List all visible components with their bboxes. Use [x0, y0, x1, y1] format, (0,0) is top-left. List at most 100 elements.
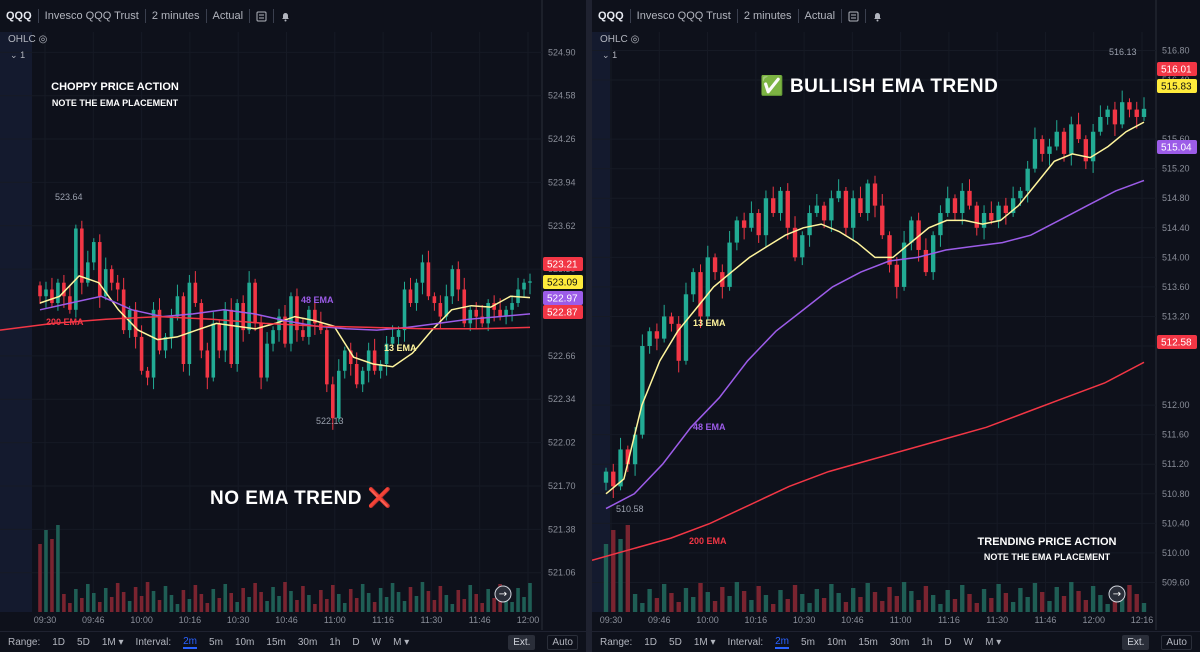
volume-bar [647, 589, 652, 612]
candle-body [858, 198, 863, 214]
interval-w[interactable]: W [371, 636, 382, 648]
volume-bar [462, 599, 467, 612]
range-5d[interactable]: 5D [669, 636, 682, 648]
pane-toggle[interactable]: ⌄ 1 [10, 50, 25, 61]
candle-body [414, 282, 419, 304]
interval-label[interactable]: 2 minutes [743, 10, 792, 22]
interval-1h[interactable]: 1h [329, 636, 341, 648]
volume-bar [720, 587, 725, 612]
candle-body [661, 316, 667, 339]
interval-10m[interactable]: 10m [234, 636, 255, 648]
interval-10m[interactable]: 10m [826, 636, 847, 648]
eye-icon[interactable]: ◎ [38, 34, 48, 45]
volume-bar [836, 593, 841, 612]
interval-d[interactable]: D [944, 636, 952, 648]
auto-scale-button[interactable]: Auto [547, 634, 578, 650]
calculator-icon[interactable] [848, 11, 859, 22]
volume-bar [603, 544, 609, 612]
volume-bar [211, 589, 216, 612]
volume-bar [967, 594, 972, 612]
candle-body [1032, 139, 1038, 169]
volume-bar [712, 601, 718, 612]
symbol[interactable]: QQQ [6, 10, 32, 22]
interval-w[interactable]: W [963, 636, 974, 648]
candle-body [1018, 190, 1023, 199]
eye-icon[interactable]: ◎ [630, 34, 640, 45]
candle-body [996, 205, 1001, 221]
ema-label-slow: 200 EMA [689, 536, 727, 546]
interval-5m[interactable]: 5m [209, 636, 223, 648]
interval-2m[interactable]: 2m [775, 635, 790, 649]
candle-body [528, 281, 532, 283]
interval-m[interactable]: M ▾ [985, 636, 1002, 648]
volume-bar [307, 595, 311, 612]
y-tick-label: 514.40 [1162, 223, 1190, 233]
interval-d[interactable]: D [352, 636, 360, 648]
range-1d[interactable]: 1D [52, 636, 66, 648]
candle-body [169, 316, 174, 337]
ohlc-legend[interactable]: OHLC ◎ [8, 34, 47, 45]
bell-icon[interactable] [872, 11, 883, 22]
pane-toggle[interactable]: ⌄ 1 [602, 50, 617, 61]
y-tick-label: 524.90 [548, 47, 576, 57]
candle-body [654, 331, 660, 339]
right-chart-canvas[interactable]: 516.80516.40515.60515.20514.80514.40514.… [592, 0, 1200, 652]
interval-label[interactable]: 2 minutes [151, 10, 200, 22]
candle-body [390, 336, 395, 344]
candle-body [865, 183, 870, 214]
x-tick-label: 12:00 [1082, 615, 1105, 625]
ohlc-legend[interactable]: OHLC ◎ [600, 34, 639, 45]
candle-body [691, 272, 696, 295]
price-badge-label: 523.09 [547, 278, 578, 289]
candle-body [331, 384, 335, 419]
interval-1h[interactable]: 1h [921, 636, 933, 648]
volume-bar [522, 597, 526, 612]
interval-15m[interactable]: 15m [266, 636, 286, 648]
candle-body [229, 309, 234, 365]
range-1m[interactable]: 1M ▾ [693, 636, 716, 648]
extended-hours-button[interactable]: Ext. [508, 634, 536, 650]
interval-5m[interactable]: 5m [801, 636, 815, 648]
volume-bar [1047, 601, 1052, 612]
extended-hours-button[interactable]: Ext. [1122, 634, 1150, 650]
candle-body [909, 220, 914, 243]
volume-bar [378, 588, 383, 612]
range-1d[interactable]: 1D [644, 636, 658, 648]
verdict-text: NO EMA TREND [210, 488, 363, 509]
volume-bar [705, 592, 710, 612]
volume-bar [426, 591, 431, 612]
volume-bar [169, 595, 174, 612]
auto-scale-button[interactable]: Auto [1161, 634, 1192, 650]
volume-bar [785, 599, 790, 612]
left-chart-canvas[interactable]: 524.90524.58524.26523.94523.62523.30522.… [0, 0, 586, 652]
price-badge-label: 515.83 [1161, 82, 1192, 93]
candle-body [916, 220, 921, 250]
interval-2m[interactable]: 2m [183, 635, 198, 649]
range-1m[interactable]: 1M ▾ [101, 636, 124, 648]
x-tick-label: 10:30 [227, 615, 250, 625]
volume-bar [187, 599, 192, 612]
interval-15m[interactable]: 15m [858, 636, 878, 648]
calculator-icon[interactable] [256, 11, 267, 22]
ema-200-line [0, 315, 531, 331]
volume-bar [86, 584, 90, 612]
interval-m[interactable]: M ▾ [393, 636, 410, 648]
candle-body [378, 364, 383, 371]
symbol[interactable]: QQQ [598, 10, 624, 22]
candle-body [1047, 146, 1052, 154]
volume-bar [115, 583, 120, 612]
range-5d[interactable]: 5D [77, 636, 90, 648]
volume-bar [145, 582, 150, 612]
x-tick-label: 10:16 [179, 615, 202, 625]
volume-bar [504, 593, 508, 612]
volume-bar [217, 598, 222, 612]
interval-30m[interactable]: 30m [297, 636, 318, 648]
candle-body [829, 198, 834, 221]
interval-30m[interactable]: 30m [889, 636, 910, 648]
candle-body [734, 220, 740, 243]
volume-bar [44, 530, 48, 612]
mode-label[interactable]: Actual [212, 10, 244, 22]
mode-label[interactable]: Actual [804, 10, 836, 22]
candle-body [265, 343, 269, 378]
bell-icon[interactable] [280, 11, 291, 22]
